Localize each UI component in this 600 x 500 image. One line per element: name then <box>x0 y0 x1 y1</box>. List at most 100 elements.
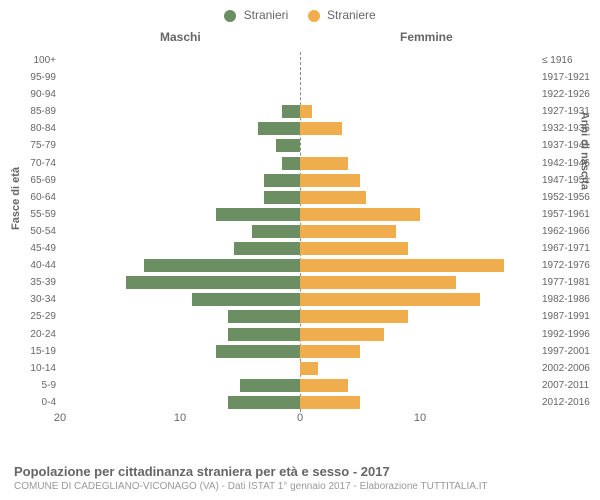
year-label: 1937-1941 <box>542 137 600 154</box>
legend-label-female: Straniere <box>327 8 376 22</box>
bar-male <box>216 345 300 358</box>
age-label: 30-34 <box>8 291 56 308</box>
legend-item-male: Stranieri <box>224 8 288 22</box>
bar-male <box>234 242 300 255</box>
age-label: 10-14 <box>8 360 56 377</box>
footer-title: Popolazione per cittadinanza straniera p… <box>14 464 590 479</box>
x-axis: 2010010 <box>60 412 540 430</box>
age-label: 35-39 <box>8 274 56 291</box>
pyramid-rows: 100+≤ 191695-991917-192190-941922-192685… <box>60 52 540 412</box>
pyramid-row: 60-641952-1956 <box>60 189 540 206</box>
pyramid-row: 40-441972-1976 <box>60 257 540 274</box>
age-label: 70-74 <box>8 155 56 172</box>
year-label: 2007-2011 <box>542 377 600 394</box>
year-label: 1927-1931 <box>542 103 600 120</box>
year-label: 1932-1936 <box>542 120 600 137</box>
bar-female <box>300 362 318 375</box>
pyramid-row: 50-541962-1966 <box>60 223 540 240</box>
bar-female <box>300 157 348 170</box>
pyramid-row: 0-42012-2016 <box>60 394 540 411</box>
pyramid-row: 80-841932-1936 <box>60 120 540 137</box>
year-label: 1997-2001 <box>542 343 600 360</box>
year-label: 1922-1926 <box>542 86 600 103</box>
year-label: 1952-1956 <box>542 189 600 206</box>
year-label: 2002-2006 <box>542 360 600 377</box>
year-label: 1917-1921 <box>542 69 600 86</box>
age-label: 60-64 <box>8 189 56 206</box>
bar-female <box>300 105 312 118</box>
age-label: 0-4 <box>8 394 56 411</box>
pyramid-row: 70-741942-1946 <box>60 155 540 172</box>
bar-female <box>300 259 504 272</box>
bar-female <box>300 396 360 409</box>
bar-male <box>192 293 300 306</box>
age-label: 55-59 <box>8 206 56 223</box>
bar-male <box>252 225 300 238</box>
bar-female <box>300 174 360 187</box>
bar-male <box>264 174 300 187</box>
age-label: 25-29 <box>8 308 56 325</box>
pyramid-row: 55-591957-1961 <box>60 206 540 223</box>
column-header-male: Maschi <box>160 30 201 44</box>
age-label: 100+ <box>8 52 56 69</box>
bar-female <box>300 345 360 358</box>
pyramid-row: 15-191997-2001 <box>60 343 540 360</box>
bar-male <box>276 139 300 152</box>
bar-male <box>126 276 300 289</box>
age-label: 5-9 <box>8 377 56 394</box>
year-label: 1962-1966 <box>542 223 600 240</box>
pyramid-row: 100+≤ 1916 <box>60 52 540 69</box>
footer: Popolazione per cittadinanza straniera p… <box>14 464 590 492</box>
year-label: 1982-1986 <box>542 291 600 308</box>
bar-male <box>240 379 300 392</box>
bar-female <box>300 276 456 289</box>
bar-female <box>300 225 396 238</box>
pyramid-row: 5-92007-2011 <box>60 377 540 394</box>
age-label: 90-94 <box>8 86 56 103</box>
legend-swatch-female <box>308 10 320 22</box>
year-label: 1967-1971 <box>542 240 600 257</box>
year-label: 2012-2016 <box>542 394 600 411</box>
legend-item-female: Straniere <box>308 8 376 22</box>
bar-male <box>282 105 300 118</box>
legend-swatch-male <box>224 10 236 22</box>
pyramid-row: 30-341982-1986 <box>60 291 540 308</box>
pyramid-row: 95-991917-1921 <box>60 69 540 86</box>
age-label: 20-24 <box>8 326 56 343</box>
legend-label-male: Stranieri <box>244 8 289 22</box>
column-header-female: Femmine <box>400 30 453 44</box>
bar-female <box>300 122 342 135</box>
bar-female <box>300 208 420 221</box>
x-tick: 10 <box>174 412 186 424</box>
bar-male <box>264 191 300 204</box>
x-tick: 10 <box>414 412 426 424</box>
pyramid-row: 10-142002-2006 <box>60 360 540 377</box>
bar-male <box>228 328 300 341</box>
pyramid-row: 25-291987-1991 <box>60 308 540 325</box>
year-label: 1942-1946 <box>542 155 600 172</box>
bar-male <box>228 396 300 409</box>
year-label: 1972-1976 <box>542 257 600 274</box>
x-tick: 20 <box>54 412 66 424</box>
bar-female <box>300 310 408 323</box>
bar-male <box>216 208 300 221</box>
pyramid-row: 45-491967-1971 <box>60 240 540 257</box>
age-label: 65-69 <box>8 172 56 189</box>
bar-female <box>300 328 384 341</box>
year-label: ≤ 1916 <box>542 52 600 69</box>
pyramid-row: 65-691947-1951 <box>60 172 540 189</box>
age-label: 15-19 <box>8 343 56 360</box>
year-label: 1947-1951 <box>542 172 600 189</box>
age-label: 85-89 <box>8 103 56 120</box>
year-label: 1977-1981 <box>542 274 600 291</box>
footer-subtitle: COMUNE DI CADEGLIANO-VICONAGO (VA) - Dat… <box>14 481 590 492</box>
year-label: 1992-1996 <box>542 326 600 343</box>
legend: Stranieri Straniere <box>0 0 600 22</box>
year-label: 1987-1991 <box>542 308 600 325</box>
bar-male <box>258 122 300 135</box>
age-label: 45-49 <box>8 240 56 257</box>
bar-female <box>300 379 348 392</box>
bar-male <box>228 310 300 323</box>
bar-female <box>300 242 408 255</box>
pyramid-row: 85-891927-1931 <box>60 103 540 120</box>
